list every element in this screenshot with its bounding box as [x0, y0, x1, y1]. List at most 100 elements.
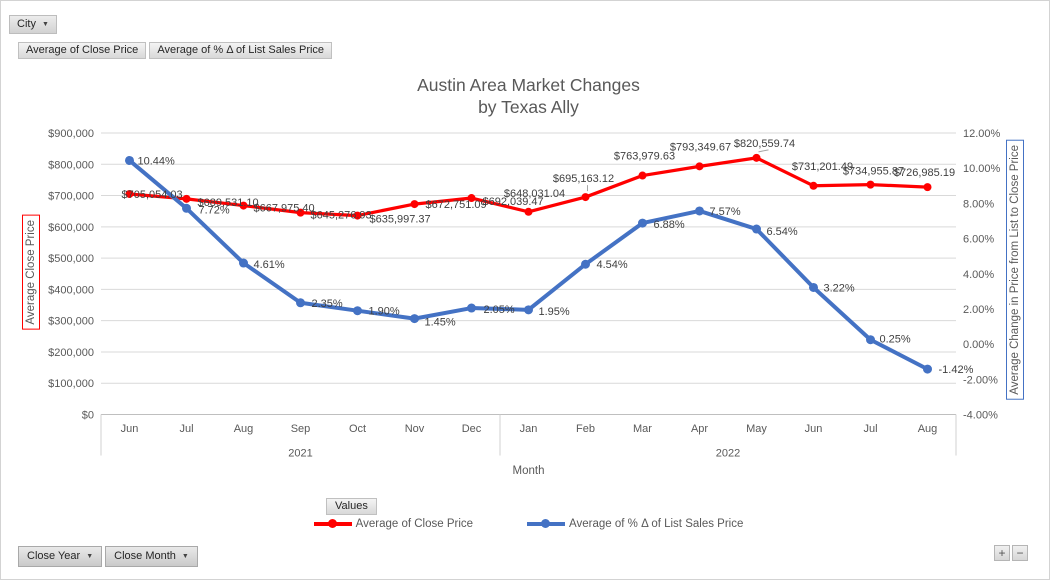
value-field-buttons: Average of Close Price Average of % Δ of…	[18, 42, 333, 59]
data-label: 6.88%	[654, 219, 685, 231]
x-axis-month-label[interactable]: Jun	[121, 423, 139, 435]
data-point-marker[interactable]	[638, 218, 647, 228]
data-point-marker[interactable]	[296, 298, 305, 308]
data-point-marker[interactable]	[239, 258, 248, 268]
x-axis-month-label[interactable]: May	[746, 423, 767, 435]
x-axis-title[interactable]: Month	[512, 465, 545, 477]
data-point-marker[interactable]	[125, 189, 134, 198]
data-point-marker[interactable]	[125, 155, 134, 165]
legend: Average of Close Price Average of % Δ of…	[101, 518, 956, 530]
x-axis-month-label[interactable]: Jun	[805, 423, 823, 435]
data-point-marker[interactable]	[866, 335, 875, 345]
data-point-marker[interactable]	[809, 282, 818, 292]
left-axis-tick-label: $700,000	[48, 191, 94, 203]
x-axis-month-label[interactable]: Aug	[918, 423, 938, 435]
close-month-button[interactable]: Close Month ▼	[105, 546, 198, 567]
values-field-button[interactable]: Values	[326, 498, 377, 515]
right-axis-tick-label: 2.00%	[963, 304, 994, 316]
data-label: 3.22%	[824, 282, 855, 294]
field-button-close-price[interactable]: Average of Close Price	[18, 42, 147, 59]
data-point-marker[interactable]	[410, 314, 419, 324]
right-axis-tick-label: 10.00%	[963, 163, 1001, 175]
legend-dot-icon	[541, 519, 551, 529]
label-leader-line	[758, 149, 769, 153]
x-axis-month-label[interactable]: Jul	[863, 423, 877, 435]
data-point-marker[interactable]	[524, 207, 533, 216]
data-point-marker[interactable]	[809, 181, 818, 190]
x-axis-month-label[interactable]: Jan	[520, 423, 538, 435]
data-label: $731,201.49	[792, 161, 853, 173]
data-point-marker[interactable]	[638, 171, 647, 180]
data-point-marker[interactable]	[182, 194, 191, 203]
data-point-marker[interactable]	[695, 206, 704, 216]
x-axis-month-label[interactable]: Mar	[633, 423, 652, 435]
data-point-marker[interactable]	[353, 211, 362, 220]
data-point-marker[interactable]	[296, 208, 305, 217]
data-point-marker[interactable]	[410, 200, 419, 209]
left-axis-tick-label: $100,000	[48, 378, 94, 390]
x-axis-month-label[interactable]: Nov	[405, 423, 425, 435]
close-year-label: Close Year	[27, 550, 81, 562]
data-label: 2.05%	[484, 304, 515, 316]
data-label: 4.61%	[254, 259, 285, 271]
x-axis-year-label[interactable]: 2022	[716, 448, 740, 460]
dropdown-caret-icon: ▼	[41, 21, 49, 28]
data-point-marker[interactable]	[467, 303, 476, 313]
data-point-marker[interactable]	[581, 193, 590, 202]
left-axis-tick-label: $0	[82, 410, 94, 422]
left-axis-tick-label: $400,000	[48, 284, 94, 296]
right-axis-tick-label: 12.00%	[963, 128, 1001, 140]
data-point-marker[interactable]	[923, 183, 932, 192]
left-axis-tick-label: $800,000	[48, 159, 94, 171]
left-axis-tick-label: $900,000	[48, 128, 94, 140]
data-label: 1.45%	[425, 317, 456, 329]
legend-label-close-price: Average of Close Price	[355, 518, 474, 530]
data-label: 7.57%	[710, 206, 741, 218]
expand-detail-button[interactable]: +	[994, 545, 1010, 561]
data-label: $672,751.09	[426, 199, 487, 211]
right-axis-tick-label: 6.00%	[963, 234, 994, 246]
data-label: $726,985.19	[894, 167, 955, 179]
data-point-marker[interactable]	[581, 259, 590, 269]
data-point-marker[interactable]	[467, 194, 476, 203]
data-label: $695,163.12	[553, 173, 614, 185]
data-label: $705,054.03	[122, 189, 183, 201]
data-point-marker[interactable]	[695, 162, 704, 171]
city-filter-label: City	[17, 18, 36, 30]
data-point-marker[interactable]	[752, 224, 761, 234]
data-point-marker[interactable]	[182, 203, 191, 213]
close-month-label: Close Month	[114, 550, 176, 562]
data-label: $667,975.40	[254, 203, 315, 215]
x-axis-month-label[interactable]: Apr	[691, 423, 708, 435]
legend-item-pct-delta[interactable]: Average of % Δ of List Sales Price	[527, 518, 743, 530]
data-point-marker[interactable]	[866, 180, 875, 189]
right-axis-tick-label: 8.00%	[963, 198, 994, 210]
data-point-marker[interactable]	[239, 201, 248, 210]
x-axis-year-label[interactable]: 2021	[288, 448, 312, 460]
close-year-button[interactable]: Close Year ▼	[18, 546, 103, 567]
x-axis-month-label[interactable]: Sep	[291, 423, 311, 435]
right-axis-tick-label: 0.00%	[963, 339, 994, 351]
chart-title-line1: Austin Area Market Changes	[417, 75, 640, 95]
data-point-marker[interactable]	[353, 306, 362, 316]
data-point-marker[interactable]	[524, 305, 533, 315]
x-axis-month-label[interactable]: Aug	[234, 423, 254, 435]
legend-item-close-price[interactable]: Average of Close Price	[313, 518, 474, 530]
data-label: 4.54%	[597, 259, 628, 271]
x-axis-month-label[interactable]: Dec	[462, 423, 482, 435]
city-filter-button[interactable]: City ▼	[9, 15, 57, 34]
x-axis-month-label[interactable]: Feb	[576, 423, 595, 435]
field-button-pct-delta[interactable]: Average of % Δ of List Sales Price	[149, 42, 333, 59]
chart-title[interactable]: Austin Area Market Changes by Texas Ally	[101, 74, 956, 118]
data-label: $692,039.47	[483, 196, 544, 208]
x-axis-month-label[interactable]: Jul	[179, 423, 193, 435]
data-label: $645,276.93	[311, 210, 372, 222]
data-label: 2.35%	[312, 298, 343, 310]
data-label: 1.90%	[369, 306, 400, 318]
data-point-marker[interactable]	[923, 364, 932, 374]
data-point-marker[interactable]	[752, 153, 761, 162]
data-label: 7.72%	[199, 204, 230, 216]
x-axis-month-label[interactable]: Oct	[349, 423, 366, 435]
legend-label-pct-delta: Average of % Δ of List Sales Price	[569, 518, 744, 530]
collapse-detail-button[interactable]: −	[1012, 545, 1028, 561]
